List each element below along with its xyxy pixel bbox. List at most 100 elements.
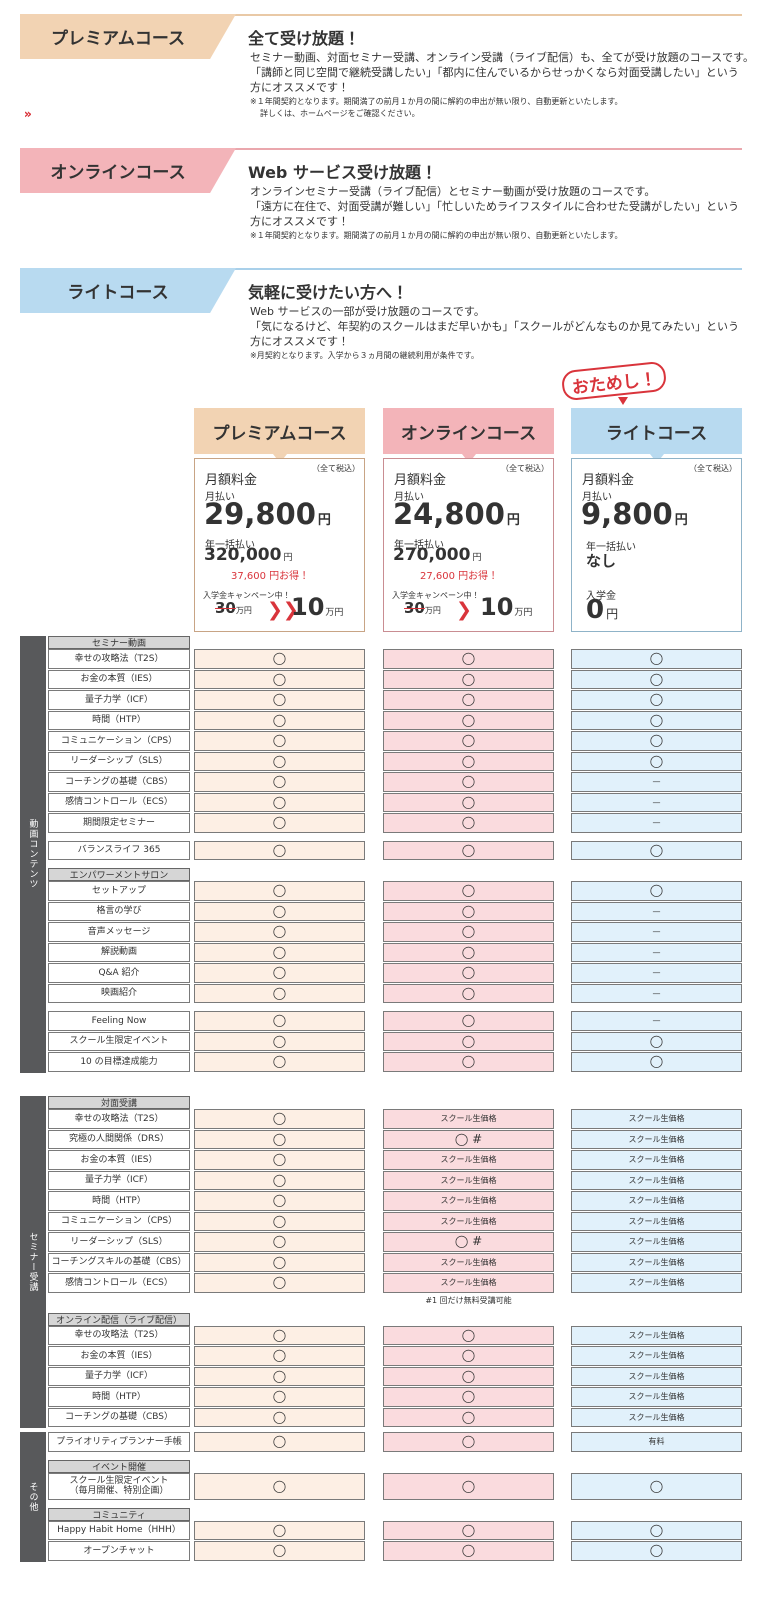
cell: ◯ bbox=[383, 1407, 554, 1427]
cell: ◯ bbox=[194, 1325, 365, 1345]
course-desc: Web サービスの一部が受け放題のコースです。 bbox=[250, 305, 485, 318]
badge-pointer bbox=[618, 397, 628, 405]
course-desc: 方にオススメです！ bbox=[250, 215, 349, 228]
row-label: スクール生限定イベント （毎月開催、特別企画） bbox=[48, 1472, 190, 1500]
course-note: 詳しくは、ホームページをご確認ください。 bbox=[260, 109, 420, 118]
cell: ◯ bbox=[194, 731, 365, 751]
course-heading: 全て受け放題！ bbox=[248, 29, 361, 48]
new-unit: 万円 bbox=[514, 608, 533, 618]
trial-badge: おためし！ bbox=[560, 360, 668, 402]
row-label: Happy Habit Home（HHH） bbox=[48, 1520, 190, 1540]
table-note: #1 回だけ無料受講可能 bbox=[425, 1295, 512, 1305]
cell: ◯ bbox=[194, 1129, 365, 1149]
cell: ◯ bbox=[194, 942, 365, 962]
old-row: 30 万円 bbox=[404, 599, 441, 617]
cell: ◯ bbox=[383, 1346, 554, 1366]
monthly-sub: 月払い bbox=[582, 492, 612, 503]
cell: — bbox=[571, 983, 742, 1003]
cell: ◯ bbox=[194, 1520, 365, 1540]
side-label: セミナー受講 bbox=[20, 1096, 46, 1428]
monthly-sub: 月払い bbox=[394, 492, 424, 503]
cell: ◯ bbox=[383, 942, 554, 962]
cell: ◯ bbox=[383, 1432, 554, 1452]
cell: スクール生価格 bbox=[571, 1407, 742, 1427]
cell: — bbox=[571, 813, 742, 833]
section-header: セミナー動画 bbox=[48, 636, 190, 649]
cell: スクール生価格 bbox=[571, 1129, 742, 1149]
course-label: ライトコース bbox=[20, 268, 236, 313]
cell: ◯ bbox=[571, 751, 742, 771]
cell: ◯ bbox=[571, 1052, 742, 1072]
new-unit: 万円 bbox=[325, 608, 344, 618]
cell: スクール生価格 bbox=[383, 1211, 554, 1231]
cell: — bbox=[571, 963, 742, 983]
price-unit: 円 bbox=[674, 513, 688, 528]
cell: スクール生価格 bbox=[571, 1366, 742, 1386]
cell: ◯ bbox=[383, 1472, 554, 1500]
cell: ◯ bbox=[383, 922, 554, 942]
row-label: リーダーシップ（SLS） bbox=[48, 751, 190, 771]
row-label: 感情コントロール（ECS） bbox=[48, 792, 190, 812]
cell: スクール生価格 bbox=[571, 1170, 742, 1190]
cell: スクール生価格 bbox=[571, 1150, 742, 1170]
cell: スクール生価格 bbox=[383, 1170, 554, 1190]
cell: ◯ bbox=[194, 983, 365, 1003]
cell: — bbox=[571, 772, 742, 792]
cell: スクール生価格 bbox=[571, 1191, 742, 1211]
cell: スクール生価格 bbox=[383, 1150, 554, 1170]
annual-label: 年一括払い bbox=[394, 540, 444, 551]
row-label: 解説動画 bbox=[48, 942, 190, 962]
cell: ◯ # bbox=[383, 1129, 554, 1149]
cell: ◯ bbox=[383, 669, 554, 689]
cell: ◯ bbox=[194, 922, 365, 942]
cell: スクール生価格 bbox=[383, 1252, 554, 1272]
cell: スクール生価格 bbox=[571, 1346, 742, 1366]
cell: ◯ bbox=[383, 690, 554, 710]
top-rule bbox=[20, 14, 742, 16]
old-fee: 30 bbox=[215, 599, 236, 617]
price-card: （全て税込） 月額料金 月払い 24,800 円年一括払い 270,000 円 27,600 … bbox=[383, 458, 554, 632]
cell: スクール生価格 bbox=[571, 1232, 742, 1252]
cell: — bbox=[571, 922, 742, 942]
cell: ◯ bbox=[571, 840, 742, 860]
cell: ◯ bbox=[194, 1109, 365, 1129]
course-note: ※１年間契約となります。期間満了の前月１か月の間に解約の申出が無い限り、自動更新… bbox=[250, 231, 623, 240]
cell: ◯ bbox=[383, 1366, 554, 1386]
cell: ◯ bbox=[194, 1011, 365, 1031]
cell: ◯ bbox=[383, 813, 554, 833]
cell: ◯ bbox=[383, 751, 554, 771]
cell: ◯ bbox=[571, 710, 742, 730]
section-header: 対面受講 bbox=[48, 1096, 190, 1109]
course-heading: 気軽に受けたい方へ！ bbox=[248, 283, 409, 302]
saving-mark: » bbox=[24, 107, 32, 121]
cell: ◯ bbox=[571, 881, 742, 901]
plan-header: オンラインコース bbox=[383, 408, 554, 454]
cell: ◯ bbox=[194, 1170, 365, 1190]
cell: スクール生価格 bbox=[571, 1252, 742, 1272]
course-note: ※月契約となります。入学から３ヵ月間の継続利用が条件です。 bbox=[250, 351, 479, 360]
cell: ◯ # bbox=[383, 1232, 554, 1252]
monthly-label: 月額料金 bbox=[394, 473, 447, 488]
course-desc: 「講師と同じ空間で継続受講したい」「都内に住んでいるからせっかくなら対面受講した… bbox=[250, 66, 739, 79]
annual-label: 年一括払い bbox=[586, 542, 636, 553]
cell: — bbox=[571, 901, 742, 921]
new-fee: 10 bbox=[291, 593, 325, 621]
cell: スクール生価格 bbox=[383, 1273, 554, 1293]
cell: ◯ bbox=[383, 731, 554, 751]
row-label: Q&A 紹介 bbox=[48, 963, 190, 983]
row-label: バランスライフ 365 bbox=[48, 840, 190, 860]
row-label: 量子力学（ICF） bbox=[48, 1366, 190, 1386]
cell: ◯ bbox=[194, 1432, 365, 1452]
row-label: お金の本質（IES） bbox=[48, 1150, 190, 1170]
cell: ◯ bbox=[571, 1541, 742, 1561]
old-unit: 万円 bbox=[424, 606, 441, 615]
row-label: コーチングの基礎（CBS） bbox=[48, 1407, 190, 1427]
price-card: （全て税込） 月額料金 月払い 9,800 円年一括払い なし 入学金 0 円 bbox=[571, 458, 742, 632]
annual-value: なし bbox=[586, 552, 617, 570]
fee: 0 bbox=[586, 595, 605, 625]
cell: ◯ bbox=[383, 1520, 554, 1540]
cell: ◯ bbox=[383, 881, 554, 901]
cell: ◯ bbox=[383, 983, 554, 1003]
cell: ◯ bbox=[383, 649, 554, 669]
cell: ◯ bbox=[571, 669, 742, 689]
